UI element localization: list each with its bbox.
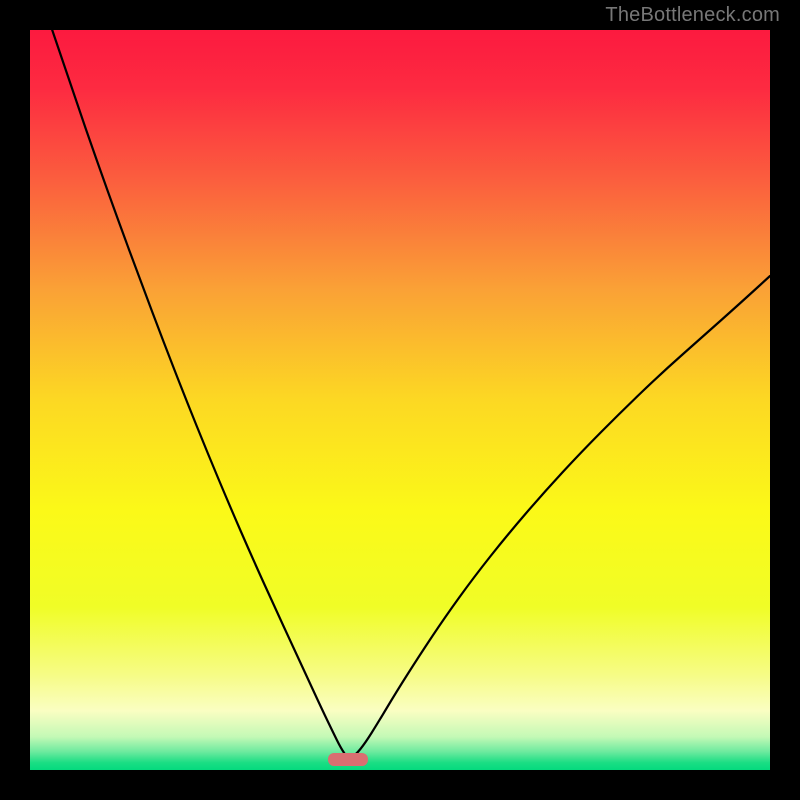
chart-frame: TheBottleneck.com <box>0 0 800 800</box>
bottleneck-curve <box>30 30 770 770</box>
curve-path <box>52 30 770 758</box>
minimum-marker <box>328 753 368 766</box>
watermark-text: TheBottleneck.com <box>605 4 780 27</box>
plot-area <box>30 30 770 770</box>
